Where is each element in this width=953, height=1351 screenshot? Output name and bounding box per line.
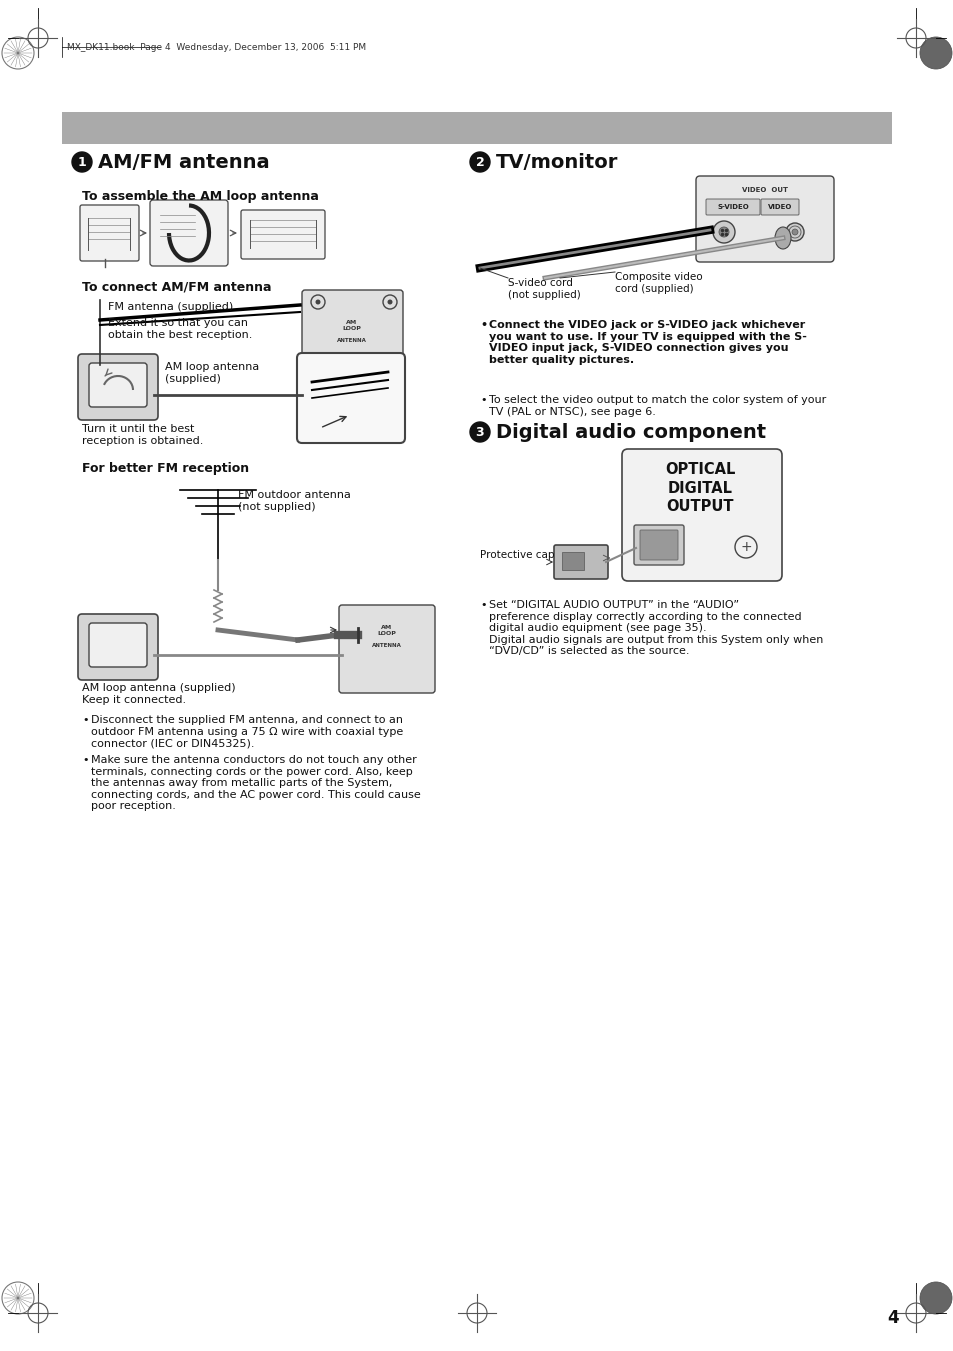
FancyBboxPatch shape xyxy=(696,176,833,262)
Text: 4: 4 xyxy=(886,1309,898,1327)
Text: MX_DK11.book  Page 4  Wednesday, December 13, 2006  5:11 PM: MX_DK11.book Page 4 Wednesday, December … xyxy=(67,42,366,51)
Text: For better FM reception: For better FM reception xyxy=(82,462,249,476)
Circle shape xyxy=(470,153,490,172)
FancyBboxPatch shape xyxy=(89,363,147,407)
Bar xyxy=(561,553,583,570)
Circle shape xyxy=(712,222,734,243)
Text: OPTICAL
DIGITAL
OUTPUT: OPTICAL DIGITAL OUTPUT xyxy=(664,462,735,515)
Text: Composite video
cord (supplied): Composite video cord (supplied) xyxy=(615,272,702,293)
FancyBboxPatch shape xyxy=(621,449,781,581)
Text: +: + xyxy=(740,540,751,554)
Text: •: • xyxy=(82,755,89,765)
Circle shape xyxy=(470,422,490,442)
Circle shape xyxy=(919,1282,951,1315)
Ellipse shape xyxy=(353,628,373,642)
FancyBboxPatch shape xyxy=(89,623,147,667)
FancyBboxPatch shape xyxy=(78,613,158,680)
Bar xyxy=(62,112,891,145)
Text: FM outdoor antenna
(not supplied): FM outdoor antenna (not supplied) xyxy=(237,490,351,512)
Text: ANTENNA: ANTENNA xyxy=(336,338,367,343)
Text: Protective cap: Protective cap xyxy=(479,550,554,561)
FancyBboxPatch shape xyxy=(80,205,139,261)
Text: TV/monitor: TV/monitor xyxy=(496,153,618,172)
Text: •: • xyxy=(479,600,486,611)
Circle shape xyxy=(719,227,728,236)
FancyBboxPatch shape xyxy=(554,544,607,580)
Circle shape xyxy=(785,223,803,240)
FancyBboxPatch shape xyxy=(634,526,683,565)
Text: Extend it so that you can
obtain the best reception.: Extend it so that you can obtain the bes… xyxy=(108,317,253,339)
Text: Disconnect the supplied FM antenna, and connect to an
outdoor FM antenna using a: Disconnect the supplied FM antenna, and … xyxy=(91,715,403,748)
Text: 2: 2 xyxy=(476,155,484,169)
Text: •: • xyxy=(479,320,487,330)
Text: To connect AM/FM antenna: To connect AM/FM antenna xyxy=(82,280,272,293)
Text: Connect the VIDEO jack or S-VIDEO jack whichever
you want to use. If your TV is : Connect the VIDEO jack or S-VIDEO jack w… xyxy=(489,320,806,365)
Text: FM antenna (supplied): FM antenna (supplied) xyxy=(108,303,233,312)
Text: 1: 1 xyxy=(77,155,87,169)
Text: S-video cord
(not supplied): S-video cord (not supplied) xyxy=(507,278,580,300)
Text: VIDEO  OUT: VIDEO OUT xyxy=(741,186,787,193)
Circle shape xyxy=(315,300,320,304)
FancyBboxPatch shape xyxy=(78,354,158,420)
Circle shape xyxy=(919,36,951,69)
FancyBboxPatch shape xyxy=(296,353,405,443)
Text: Make sure the antenna conductors do not touch any other
terminals, connecting co: Make sure the antenna conductors do not … xyxy=(91,755,420,812)
Text: To assemble the AM loop antenna: To assemble the AM loop antenna xyxy=(82,190,318,203)
Text: To select the video output to match the color system of your
TV (PAL or NTSC), s: To select the video output to match the … xyxy=(489,394,825,416)
Text: VIDEO: VIDEO xyxy=(767,204,791,209)
Text: ANTENNA: ANTENNA xyxy=(372,643,401,648)
FancyBboxPatch shape xyxy=(639,530,678,561)
Text: AM loop antenna (supplied)
Keep it connected.: AM loop antenna (supplied) Keep it conne… xyxy=(82,684,235,705)
Text: •: • xyxy=(82,715,89,725)
Text: Turn it until the best
reception is obtained.: Turn it until the best reception is obta… xyxy=(82,424,203,446)
Text: AM
LOOP: AM LOOP xyxy=(377,626,396,636)
FancyBboxPatch shape xyxy=(150,200,228,266)
Text: Digital audio component: Digital audio component xyxy=(496,423,765,442)
Text: AM/FM antenna: AM/FM antenna xyxy=(98,153,270,172)
Text: AM loop antenna
(supplied): AM loop antenna (supplied) xyxy=(165,362,259,384)
Circle shape xyxy=(71,153,91,172)
FancyBboxPatch shape xyxy=(705,199,760,215)
Circle shape xyxy=(791,230,797,235)
Text: AM
LOOP: AM LOOP xyxy=(342,320,361,331)
Text: Set “DIGITAL AUDIO OUTPUT” in the “AUDIO”
preference display correctly according: Set “DIGITAL AUDIO OUTPUT” in the “AUDIO… xyxy=(489,600,822,657)
Ellipse shape xyxy=(774,227,790,249)
Circle shape xyxy=(387,300,392,304)
FancyBboxPatch shape xyxy=(760,199,799,215)
FancyBboxPatch shape xyxy=(241,209,325,259)
FancyBboxPatch shape xyxy=(302,290,402,386)
Text: •: • xyxy=(479,394,486,405)
FancyBboxPatch shape xyxy=(338,605,435,693)
Text: 3: 3 xyxy=(476,426,484,439)
Text: S-VIDEO: S-VIDEO xyxy=(717,204,748,209)
